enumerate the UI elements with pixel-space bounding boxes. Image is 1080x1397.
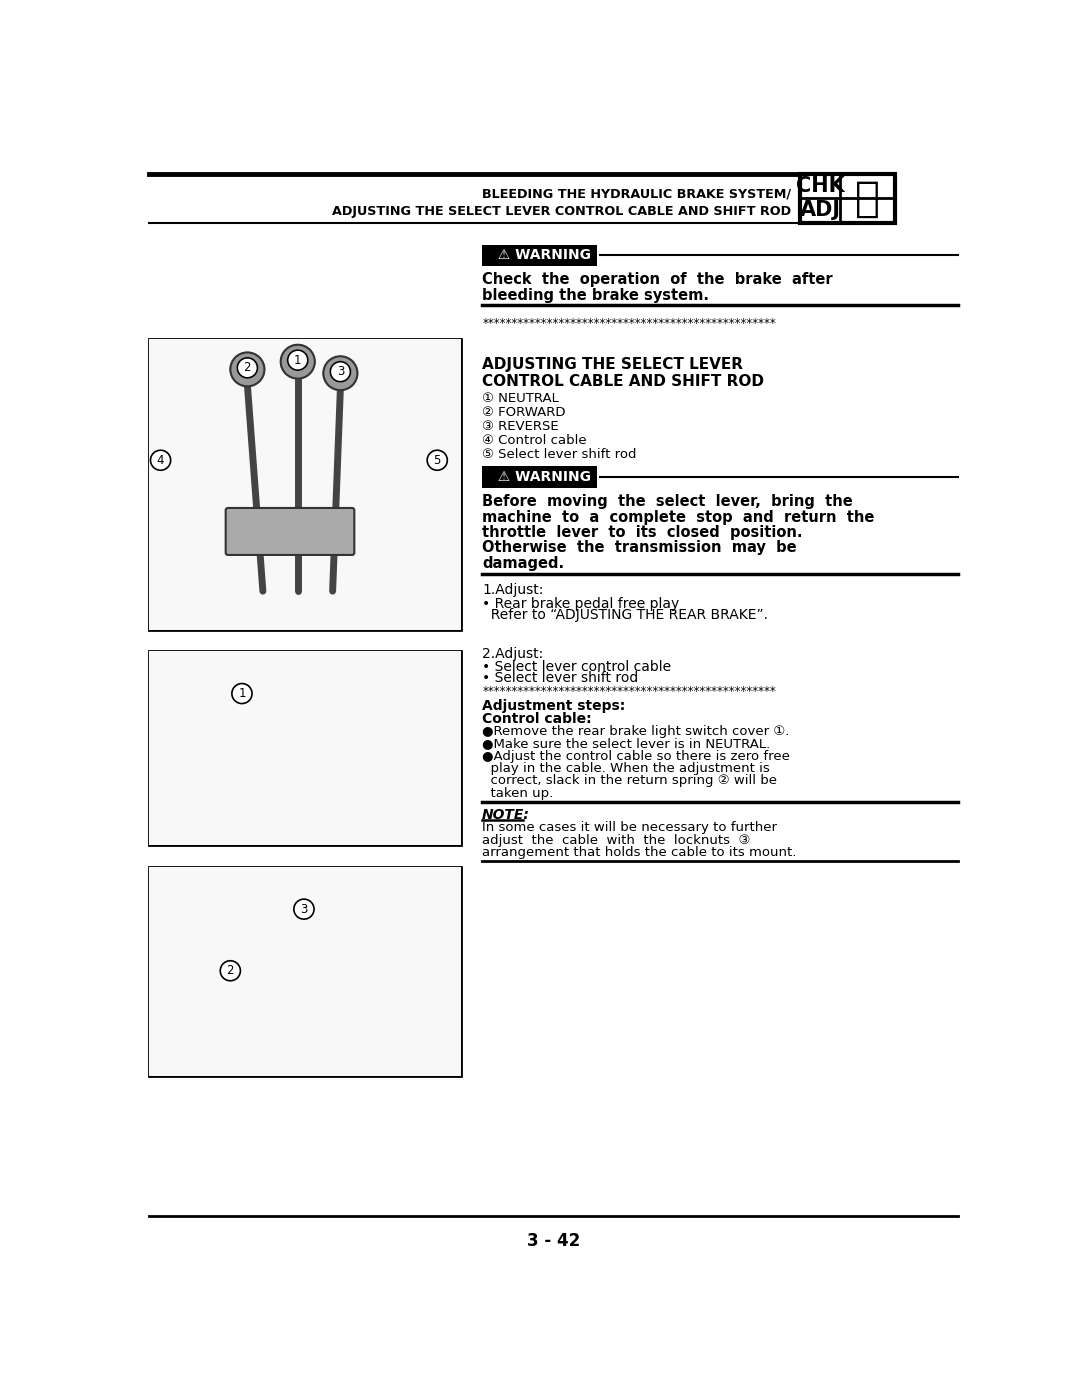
Bar	[482, 467, 597, 488]
Text: ●Make sure the select lever is in NEUTRAL.: ●Make sure the select lever is in NEUTRA…	[482, 738, 770, 750]
Text: play in the cable. When the adjustment is: play in the cable. When the adjustment i…	[482, 763, 770, 775]
Text: correct, slack in the return spring ② will be: correct, slack in the return spring ② wi…	[482, 774, 778, 788]
Text: 3: 3	[337, 365, 345, 379]
Text: 1: 1	[294, 353, 301, 366]
Bar	[149, 338, 460, 630]
Circle shape	[287, 351, 308, 370]
Circle shape	[238, 358, 257, 377]
Bar	[149, 866, 460, 1076]
Text: taken up.: taken up.	[482, 787, 553, 799]
Text: throttle  lever  to  its  closed  position.: throttle lever to its closed position.	[482, 525, 802, 539]
Text: adjust  the  cable  with  the  locknuts  ③: adjust the cable with the locknuts ③	[482, 834, 751, 847]
Text: 2.Adjust:: 2.Adjust:	[482, 647, 543, 661]
Text: ●Remove the rear brake light switch cover ①.: ●Remove the rear brake light switch cove…	[482, 725, 789, 738]
Text: 3: 3	[300, 902, 308, 915]
Text: 🔧: 🔧	[855, 177, 880, 219]
Text: ⚠ WARNING: ⚠ WARNING	[488, 471, 591, 485]
Text: damaged.: damaged.	[482, 556, 565, 571]
Bar	[149, 338, 460, 630]
Text: 3 - 42: 3 - 42	[527, 1232, 580, 1250]
Circle shape	[230, 352, 265, 387]
Text: 1.Adjust:: 1.Adjust:	[482, 584, 543, 598]
Bar	[149, 651, 460, 845]
Text: arrangement that holds the cable to its mount.: arrangement that holds the cable to its …	[482, 847, 797, 859]
Text: ●Adjust the control cable so there is zero free: ●Adjust the control cable so there is ze…	[482, 750, 791, 763]
Text: machine  to  a  complete  stop  and  return  the: machine to a complete stop and return th…	[482, 510, 875, 524]
Text: CHK: CHK	[796, 176, 845, 196]
Text: ③ REVERSE: ③ REVERSE	[482, 420, 558, 433]
Text: Check  the  operation  of  the  brake  after: Check the operation of the brake after	[482, 272, 833, 288]
Circle shape	[220, 961, 241, 981]
Text: BLEEDING THE HYDRAULIC BRAKE SYSTEM/: BLEEDING THE HYDRAULIC BRAKE SYSTEM/	[483, 187, 792, 201]
Text: ADJ: ADJ	[799, 200, 840, 219]
Text: Otherwise  the  transmission  may  be: Otherwise the transmission may be	[482, 541, 797, 556]
Circle shape	[323, 356, 357, 390]
Text: 5: 5	[433, 454, 441, 467]
Text: 2: 2	[244, 362, 252, 374]
Circle shape	[428, 450, 447, 471]
Text: NOTE:: NOTE:	[482, 809, 530, 823]
Text: 4: 4	[157, 454, 164, 467]
Text: bleeding the brake system.: bleeding the brake system.	[482, 288, 710, 303]
Text: ⑤ Select lever shift rod: ⑤ Select lever shift rod	[482, 448, 637, 461]
Text: ⚠ WARNING: ⚠ WARNING	[488, 249, 591, 263]
Text: ADJUSTING THE SELECT LEVER CONTROL CABLE AND SHIFT ROD: ADJUSTING THE SELECT LEVER CONTROL CABLE…	[333, 204, 792, 218]
Text: 1: 1	[239, 687, 246, 700]
FancyBboxPatch shape	[226, 509, 354, 555]
Text: • Select lever shift rod: • Select lever shift rod	[482, 671, 638, 685]
Text: 2: 2	[227, 964, 234, 978]
Text: **************************************************: ****************************************…	[482, 685, 775, 698]
Text: Before  moving  the  select  lever,  bring  the: Before moving the select lever, bring th…	[482, 495, 853, 509]
Text: In some cases it will be necessary to further: In some cases it will be necessary to fu…	[482, 821, 778, 834]
Bar	[149, 866, 460, 1076]
Text: ④ Control cable: ④ Control cable	[482, 434, 586, 447]
Text: • Select lever control cable: • Select lever control cable	[482, 659, 672, 673]
Text: Control cable:: Control cable:	[482, 712, 592, 726]
Text: ① NEUTRAL: ① NEUTRAL	[482, 393, 559, 405]
Bar	[482, 244, 597, 267]
Circle shape	[330, 362, 350, 381]
Text: Adjustment steps:: Adjustment steps:	[482, 698, 625, 712]
Text: • Rear brake pedal free play: • Rear brake pedal free play	[482, 597, 679, 610]
Circle shape	[150, 450, 171, 471]
Text: **************************************************: ****************************************…	[482, 317, 775, 330]
Bar	[800, 173, 894, 224]
Circle shape	[294, 900, 314, 919]
Bar	[149, 651, 460, 845]
Text: Refer to “ADJUSTING THE REAR BRAKE”.: Refer to “ADJUSTING THE REAR BRAKE”.	[482, 608, 768, 622]
Circle shape	[281, 345, 314, 379]
Circle shape	[232, 683, 252, 704]
Text: CONTROL CABLE AND SHIFT ROD: CONTROL CABLE AND SHIFT ROD	[482, 374, 765, 388]
Text: ② FORWARD: ② FORWARD	[482, 407, 566, 419]
Text: ADJUSTING THE SELECT LEVER: ADJUSTING THE SELECT LEVER	[482, 358, 743, 372]
